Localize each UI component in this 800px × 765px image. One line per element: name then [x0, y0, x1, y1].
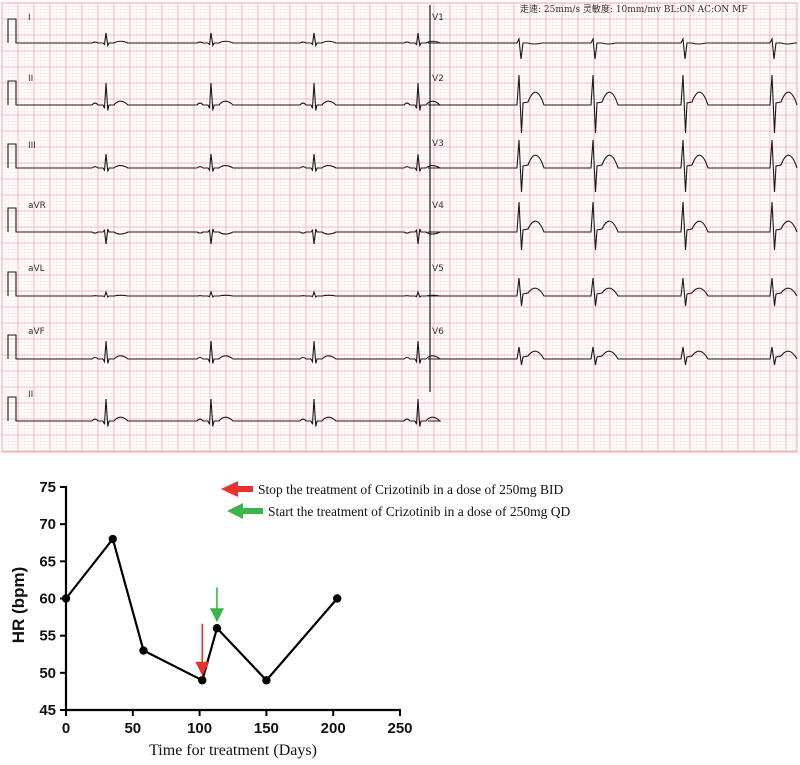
x-tick-label-4: 200 — [321, 720, 346, 737]
lead-label-left-5: aVF — [28, 327, 45, 337]
x-tick-label-1: 50 — [124, 720, 141, 737]
data-point-0 — [61, 594, 71, 603]
y-tick-label-4: 65 — [39, 553, 56, 570]
ecg-grid — [1, 2, 798, 453]
ecg-trace-left-1 — [7, 80, 442, 111]
data-point-3 — [198, 676, 207, 685]
x-tick-label-2: 100 — [187, 720, 212, 737]
ecg-header: 走速: 25mm/s 灵敏度: 10mm/mv BL:ON AC:ON MF — [520, 3, 748, 15]
y-tick-label-2: 55 — [39, 628, 56, 645]
lead-label-left-6: II — [28, 390, 33, 400]
red-arrow-icon — [221, 481, 253, 497]
data-point-1 — [108, 534, 117, 544]
ecg-trace-right-3 — [432, 201, 798, 251]
y-tick-label-1: 50 — [39, 665, 56, 682]
ecg-trace-left-2 — [7, 143, 442, 172]
lead-label-left-1: II — [28, 74, 33, 84]
hr-annotations — [195, 587, 224, 676]
x-tick-label-5: 250 — [387, 720, 412, 737]
lead-label-left-0: I — [28, 13, 31, 23]
y-tick-label-3: 60 — [39, 591, 56, 608]
lead-label-right-4: V5 — [432, 264, 444, 274]
lead-label-right-5: V6 — [432, 327, 444, 337]
y-tick-label-0: 45 — [39, 702, 56, 719]
lead-label-right-3: V4 — [432, 201, 444, 211]
ecg-trace-left-5 — [7, 334, 442, 364]
annotation-arrow-head-0 — [195, 661, 210, 676]
ecg-trace-left-4 — [7, 271, 441, 298]
lead-label-left-3: aVR — [28, 201, 46, 211]
legend-item-start: Start the treatment of Crizotinib in a d… — [227, 503, 570, 519]
data-point-4 — [212, 624, 222, 633]
data-point-5 — [262, 676, 271, 685]
green-arrow-icon — [227, 503, 263, 519]
data-point-2 — [139, 646, 148, 655]
lead-label-right-1: V2 — [432, 74, 444, 84]
legend-start-text: Start the treatment of Crizotinib in a d… — [268, 504, 570, 519]
ecg-trace-right-4 — [432, 277, 798, 307]
y-tick-label-6: 75 — [39, 479, 56, 496]
x-tick-label-0: 0 — [62, 720, 70, 737]
lead-label-left-2: III — [28, 141, 36, 151]
ecg-trace-right-1 — [432, 74, 798, 134]
lead-label-left-4: aVL — [28, 264, 45, 274]
hr-chart: 0 50 100 150 200 250 45 50 55 60 65 70 75 Time for t… — [9, 479, 570, 759]
y-axis-label: HR (bpm) — [9, 567, 28, 643]
x-tick-label-3: 150 — [254, 720, 279, 737]
ecg-trace-right-5 — [432, 346, 798, 366]
legend-item-stop: Stop the treatment of Crizotinib in a do… — [221, 481, 563, 497]
ecg-trace-left-6 — [7, 396, 442, 427]
ecg-trace-left-3 — [7, 207, 441, 245]
ecg-traces — [7, 18, 798, 427]
hr-series — [61, 534, 342, 685]
legend: Stop the treatment of Crizotinib in a do… — [221, 481, 570, 519]
ecg-trace-left-0 — [7, 18, 441, 48]
lead-label-right-2: V3 — [432, 139, 444, 149]
x-axis-label: Time for treatment (Days) — [149, 742, 317, 759]
legend-stop-text: Stop the treatment of Crizotinib in a do… — [258, 482, 563, 497]
ecg-trace-right-2 — [432, 139, 798, 193]
data-point-6 — [333, 594, 342, 603]
y-tick-label-5: 70 — [39, 516, 56, 533]
lead-label-right-0: V1 — [432, 13, 444, 23]
ecg-trace-right-0 — [432, 37, 797, 60]
annotation-arrow-head-1 — [209, 608, 224, 623]
